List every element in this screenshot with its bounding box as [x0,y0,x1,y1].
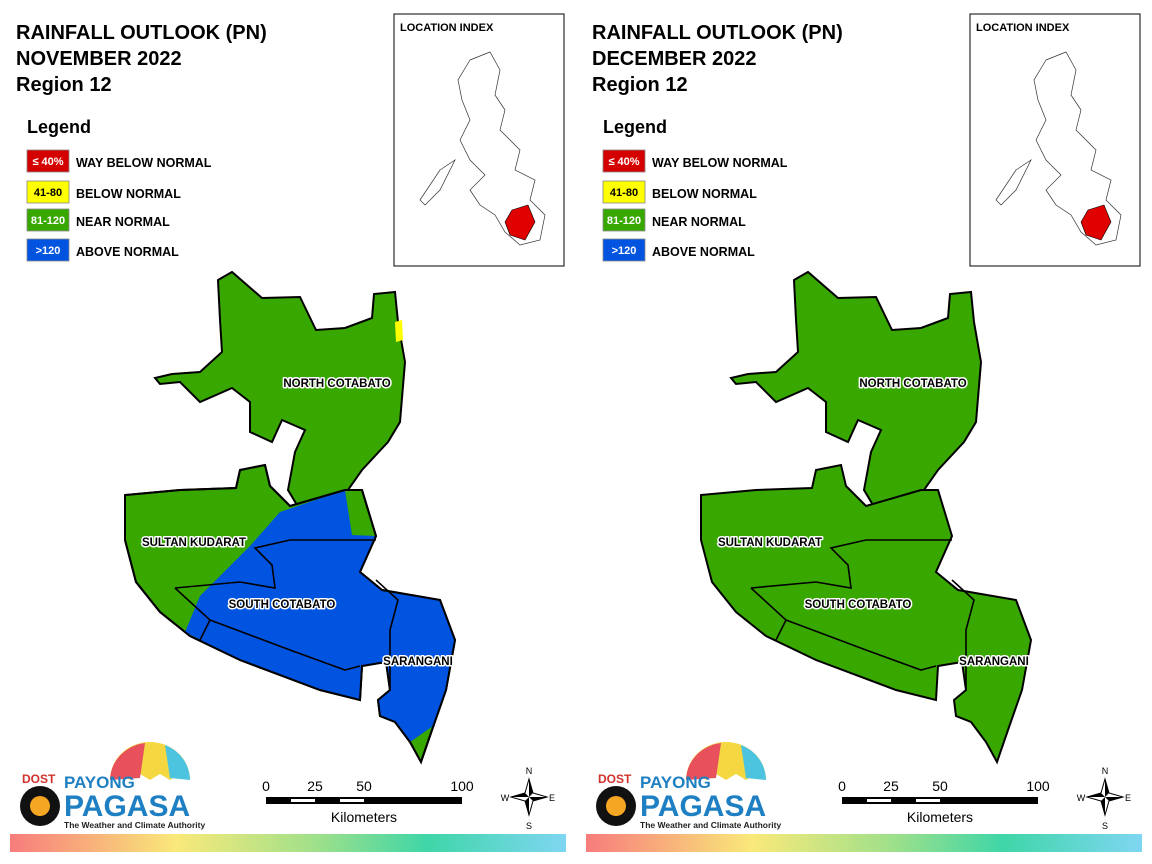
scale-label: 25 [307,778,323,794]
title-line: NOVEMBER 2022 [16,48,182,70]
logo-pagasa: PAGASA [640,790,766,823]
province-outline [124,463,457,765]
legend-swatch [26,208,70,232]
panel: RAINFALL OUTLOOK (PN) DECEMBER 2022 Region… [586,13,1142,852]
location-index-title: LOCATION INDEX [976,22,1070,34]
scale-label: 25 [883,778,899,794]
umbrella-right [165,745,190,780]
legend-description: BELOW NORMAL [652,187,757,201]
province [700,463,1033,765]
legend-label: >120 [36,245,61,257]
logo-pagasa: PAGASA [64,790,190,823]
umbrella-left [686,743,721,780]
legend-description: ABOVE NORMAL [76,245,179,259]
scale-segment [291,799,315,802]
legend-label: ≤ 40% [32,156,63,168]
legend-swatch [602,149,646,173]
legend-swatch [602,238,646,262]
region-highlight [504,204,536,241]
legend-label: 81-120 [607,215,641,227]
legend-description: WAY BELOW NORMAL [76,156,212,170]
title-line: RAINFALL OUTLOOK (PN) [16,22,267,44]
above-normal-area [185,490,455,742]
legend-description: NEAR NORMAL [76,215,170,229]
umbrella-right [741,745,766,780]
legend-swatch [26,180,70,204]
legend-label: >120 [612,245,637,257]
location-index-title: LOCATION INDEX [400,22,494,34]
title-line: Region 12 [16,74,112,96]
title-line: Region 12 [592,74,688,96]
legend-swatch [26,238,70,262]
region-label: SOUTH COTABATO [805,599,912,611]
region-highlight [1080,204,1112,241]
region-label: NORTH COTABATO [859,378,966,390]
logo-payong: PAYONG [64,773,135,792]
legend-description: BELOW NORMAL [76,187,181,201]
legend-swatch [602,208,646,232]
compass-w: W [501,793,510,803]
footer-gradient [586,834,1142,852]
legend-swatch [26,149,70,173]
scale-label: 0 [262,778,270,794]
logo-payong: PAYONG [640,773,711,792]
legend-description: NEAR NORMAL [652,215,746,229]
below-normal-area [395,320,403,342]
compass-rose-inner [511,779,547,815]
scale-segment [340,799,364,802]
legend-label: 41-80 [34,187,62,199]
compass-n: N [526,766,533,776]
compass-s: S [1102,821,1108,831]
scale-segment [916,799,940,802]
region-label: SARANGANI [383,656,453,668]
panel: RAINFALL OUTLOOK (PN) NOVEMBER 2022 Region… [10,13,566,852]
scale-unit: Kilometers [907,809,973,825]
logo-seal-inner [606,796,626,816]
legend-swatch [602,180,646,204]
philippines-outline [995,51,1122,246]
legend-title: Legend [603,117,667,137]
title-line: DECEMBER 2022 [592,48,757,70]
compass-w: W [1077,793,1086,803]
region-label: SULTAN KUDARAT [718,537,822,549]
legend-title: Legend [27,117,91,137]
umbrella-left [110,743,145,780]
region-label: SULTAN KUDARAT [142,537,246,549]
logo-dost: DOST [22,772,56,786]
region-label: NORTH COTABATO [283,378,390,390]
province-boundary [750,539,975,690]
legend-label: 41-80 [610,187,638,199]
legend-description: ABOVE NORMAL [652,245,755,259]
compass-rose-inner [1087,779,1123,815]
logo-dost: DOST [598,772,632,786]
legend-label: 81-120 [31,215,65,227]
compass-s: S [526,821,532,831]
province-boundary [174,539,399,690]
scale-label: 50 [356,778,372,794]
region-label: SOUTH COTABATO [229,599,336,611]
title-line: RAINFALL OUTLOOK (PN) [592,22,843,44]
footer-gradient [10,834,566,852]
region-label: SARANGANI [959,656,1029,668]
logo-tagline: The Weather and Climate Authority [640,820,781,830]
scale-unit: Kilometers [331,809,397,825]
logo-tagline: The Weather and Climate Authority [64,820,205,830]
scale-label: 50 [932,778,948,794]
scale-label: 100 [450,778,474,794]
logo-seal-inner [30,796,50,816]
scale-segment [867,799,891,802]
compass-e: E [549,793,555,803]
philippines-outline [419,51,546,246]
legend-label: ≤ 40% [608,156,639,168]
compass-e: E [1125,793,1131,803]
scale-label: 0 [838,778,846,794]
legend-description: WAY BELOW NORMAL [652,156,788,170]
province [153,270,407,512]
scale-label: 100 [1026,778,1050,794]
province [729,270,983,512]
compass-n: N [1102,766,1109,776]
